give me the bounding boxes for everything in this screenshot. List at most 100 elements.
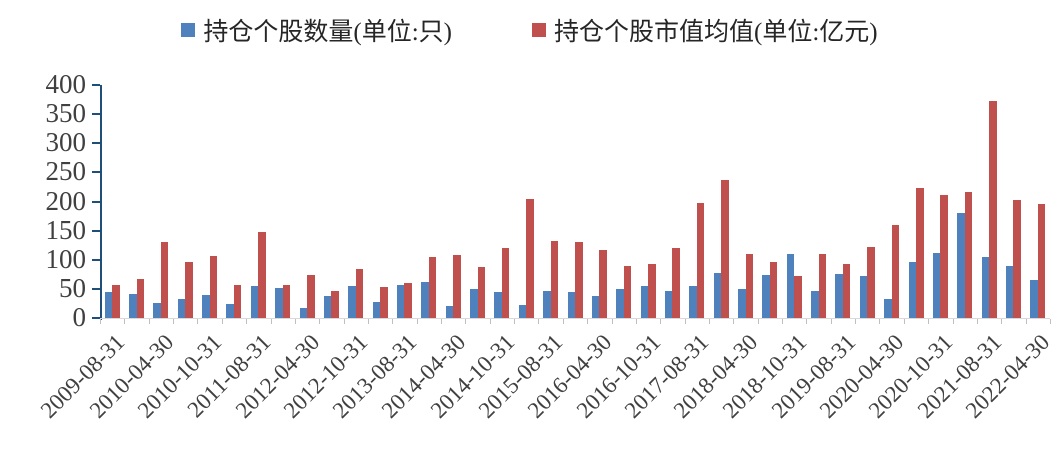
bar-stock-count xyxy=(518,305,527,318)
x-axis-line xyxy=(100,318,1050,319)
x-tick-mark xyxy=(855,319,857,324)
bar-avg-market-value xyxy=(331,291,339,318)
x-tick-mark xyxy=(489,319,491,324)
bar-avg-market-value xyxy=(453,255,461,318)
y-tick-label: 250 xyxy=(45,156,87,187)
x-tick-mark xyxy=(903,319,905,324)
legend-swatch-stock-count xyxy=(181,23,196,37)
x-tick-mark xyxy=(367,319,369,324)
x-tick-mark xyxy=(1050,319,1051,324)
bar-stock-count xyxy=(738,288,746,318)
x-tick-mark xyxy=(319,319,321,324)
x-tick-mark xyxy=(806,319,808,324)
x-tick-mark xyxy=(830,319,832,324)
bar-avg-market-value xyxy=(282,284,291,318)
bar-avg-market-value xyxy=(404,283,412,318)
bar-stock-count xyxy=(396,284,405,318)
x-tick-mark xyxy=(124,319,126,324)
x-tick-mark xyxy=(343,319,345,324)
x-tick-mark xyxy=(270,319,272,324)
y-tick-mark xyxy=(92,142,100,145)
bar-avg-market-value xyxy=(745,253,753,318)
legend-swatch-avg-market-value xyxy=(532,23,546,37)
x-tick-mark xyxy=(392,319,394,324)
bar-avg-market-value xyxy=(185,261,193,318)
x-tick-mark xyxy=(465,319,467,324)
bar-stock-count xyxy=(348,285,356,318)
bar-avg-market-value xyxy=(526,198,534,318)
y-tick-mark xyxy=(92,287,100,290)
bar-stock-count xyxy=(275,287,283,318)
x-tick-mark xyxy=(660,319,662,324)
y-tick-mark xyxy=(92,229,100,232)
y-tick-label: 200 xyxy=(45,185,87,216)
bar-stock-count xyxy=(664,290,673,318)
bar-avg-market-value xyxy=(696,203,705,318)
y-axis-line xyxy=(100,85,102,320)
x-tick-mark xyxy=(197,319,199,324)
bar-stock-count xyxy=(616,288,624,318)
bar-stock-count xyxy=(981,256,990,318)
bar-stock-count xyxy=(494,292,502,318)
bar-stock-count xyxy=(591,296,600,318)
bar-avg-market-value xyxy=(989,101,997,318)
x-tick-mark xyxy=(1025,319,1027,324)
bar-stock-count xyxy=(1005,265,1014,318)
x-tick-mark xyxy=(635,319,637,324)
bar-stock-count xyxy=(811,291,819,318)
bar-stock-count xyxy=(323,296,332,318)
x-tick-mark xyxy=(733,319,735,324)
bar-avg-market-value xyxy=(160,242,169,318)
x-tick-mark xyxy=(148,319,150,324)
y-tick-mark xyxy=(92,200,100,203)
x-tick-mark xyxy=(562,319,564,324)
bar-stock-count xyxy=(421,281,429,318)
bar-avg-market-value xyxy=(380,286,388,318)
x-tick-mark xyxy=(294,319,296,324)
bar-stock-count xyxy=(104,291,113,318)
bar-stock-count xyxy=(250,285,259,318)
bar-stock-count xyxy=(470,288,478,318)
bar-avg-market-value xyxy=(794,276,802,318)
bar-avg-market-value xyxy=(818,253,827,318)
bar-avg-market-value xyxy=(136,278,145,318)
x-tick-mark xyxy=(879,319,881,324)
bar-avg-market-value xyxy=(940,194,948,318)
bar-stock-count xyxy=(299,307,308,318)
x-tick-mark xyxy=(514,319,516,324)
bar-avg-market-value xyxy=(209,255,218,318)
legend-label-stock-count: 持仓个股数量(单位:只) xyxy=(203,19,452,46)
y-tick-label: 400 xyxy=(45,68,87,99)
bar-avg-market-value xyxy=(233,284,242,318)
bar-stock-count xyxy=(543,291,551,318)
bar-avg-market-value xyxy=(355,268,364,318)
bar-stock-count xyxy=(202,294,210,318)
bar-stock-count xyxy=(372,301,381,318)
y-tick-mark xyxy=(92,171,100,174)
bar-stock-count xyxy=(713,273,722,318)
bar-avg-market-value xyxy=(599,249,607,318)
bar-stock-count xyxy=(445,306,454,318)
bar-avg-market-value xyxy=(867,246,875,318)
y-tick-label: 350 xyxy=(45,98,87,129)
bar-avg-market-value xyxy=(648,263,656,318)
x-tick-mark xyxy=(173,319,175,324)
bar-avg-market-value xyxy=(769,261,778,318)
y-tick-mark xyxy=(92,317,100,319)
bar-avg-market-value xyxy=(891,224,900,318)
bar-avg-market-value xyxy=(575,242,583,318)
bar-stock-count xyxy=(129,293,137,318)
x-tick-mark xyxy=(976,319,978,324)
x-tick-mark xyxy=(928,319,930,324)
x-tick-mark xyxy=(246,319,248,324)
bar-stock-count xyxy=(835,274,843,318)
x-tick-mark xyxy=(611,319,613,324)
y-tick-label: 100 xyxy=(45,243,87,274)
y-tick-label: 0 xyxy=(72,301,87,332)
bar-stock-count xyxy=(786,253,795,318)
bar-avg-market-value xyxy=(550,241,559,318)
x-tick-mark xyxy=(416,319,418,324)
bar-avg-market-value xyxy=(916,188,924,318)
x-tick-mark xyxy=(708,319,710,324)
